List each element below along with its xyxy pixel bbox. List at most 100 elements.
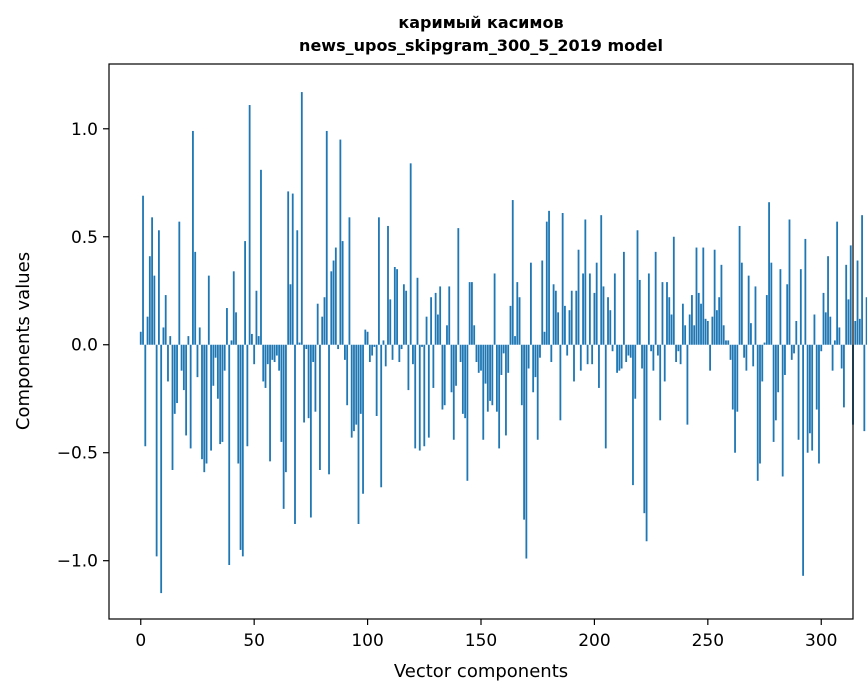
bar-component-38 [226,308,228,345]
bar-component-50 [253,344,256,365]
bar-component-44 [239,344,242,550]
bar-component-101 [368,344,371,363]
bar-component-129 [432,344,435,388]
bar-component-195 [582,273,584,345]
bar-component-23 [192,130,194,345]
bar-component-146 [471,282,473,345]
bar-component-222 [643,344,646,514]
bar-component-30 [207,275,210,345]
bar-component-213 [623,251,625,345]
bar-component-256 [720,264,723,345]
bar-component-199 [591,344,594,365]
bar-component-244 [693,325,696,345]
bar-component-316 [856,260,859,345]
bar-component-24 [194,251,197,345]
bar-component-295 [809,344,811,434]
bar-component-289 [795,320,798,345]
bar-component-304 [829,316,832,345]
bar-component-263 [736,344,739,412]
bar-component-140 [457,228,460,345]
x-tick-label: 200 [578,631,610,651]
bar-component-245 [695,247,698,345]
bar-component-208 [611,344,614,352]
bar-component-6 [153,275,156,345]
bar-component-104 [375,344,378,416]
bar-component-68 [294,344,296,524]
bar-component-292 [802,344,804,576]
x-tick-label: 0 [135,631,146,651]
bar-component-134 [443,344,446,406]
bar-component-188 [566,344,569,356]
bar-component-58 [271,344,274,360]
bar-component-174 [534,344,537,378]
bar-component-99 [364,329,367,345]
bar-component-317 [858,318,861,345]
bar-component-166 [516,282,519,345]
bar-component-282 [779,269,782,345]
bar-component-116 [402,284,405,345]
bar-component-191 [573,344,575,382]
bar-component-171 [527,344,530,369]
bar-component-34 [216,344,219,399]
bar-component-53 [260,169,262,345]
bar-component-169 [523,344,525,520]
bar-component-113 [396,269,398,345]
bar-component-84 [330,271,333,345]
bar-component-283 [781,344,784,477]
bar-component-296 [811,344,814,451]
bar-component-274 [761,344,764,382]
x-tick-label: 100 [351,631,383,651]
bar-component-285 [786,284,789,345]
bar-component-64 [285,344,287,473]
bar-component-257 [722,325,725,345]
bar-component-221 [641,344,643,369]
bar-component-46 [244,241,246,345]
bar-component-165 [514,336,516,345]
bar-component-135 [446,325,448,345]
bar-component-300 [820,344,823,352]
bar-component-76 [312,344,315,363]
bar-component-126 [425,316,428,345]
bar-component-278 [770,262,773,345]
bar-component-246 [697,292,700,345]
bar-component-287 [790,344,793,360]
bar-component-95 [355,344,358,425]
bar-component-235 [672,236,675,345]
bar-component-56 [266,344,269,365]
bars-group [139,92,867,594]
y-axis-label: Components values [13,252,34,430]
bar-component-269 [750,323,752,345]
bar-component-251 [709,344,711,371]
bar-component-20 [185,344,188,436]
bar-component-268 [747,275,750,345]
bar-component-39 [228,344,231,566]
bar-component-226 [652,344,655,371]
bar-component-54 [262,344,265,382]
bar-component-27 [201,344,203,460]
bar-component-202 [598,344,600,388]
bar-component-250 [706,320,709,345]
bar-component-123 [418,344,421,451]
bar-component-143 [464,344,467,419]
bar-component-149 [477,344,480,373]
bar-component-291 [799,269,802,345]
bar-component-284 [784,344,786,375]
bar-component-184 [557,312,560,345]
bar-component-108 [384,344,387,367]
bar-component-59 [273,344,276,363]
bar-component-242 [688,314,691,345]
bar-component-319 [863,344,866,432]
bar-component-267 [745,344,748,371]
bar-component-248 [702,247,705,345]
bar-component-162 [507,344,510,373]
bar-component-310 [843,344,845,408]
bar-component-286 [788,219,791,345]
bar-component-237 [677,344,680,352]
bar-component-157 [495,344,498,412]
bar-component-305 [831,344,834,371]
bar-component-318 [861,215,863,345]
bar-component-28 [203,344,206,473]
bar-component-150 [480,344,482,371]
bar-component-141 [459,344,462,363]
bar-component-164 [511,200,514,345]
